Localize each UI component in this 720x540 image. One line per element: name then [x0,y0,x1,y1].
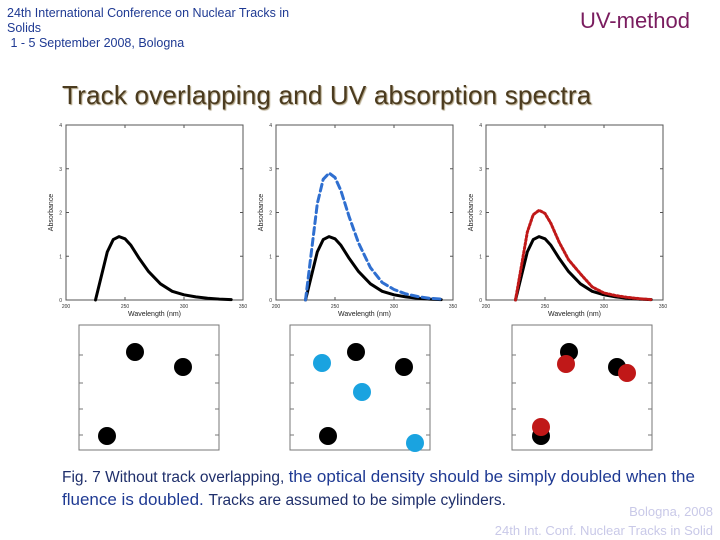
footer-line-1: Bologna, 2008 [629,504,713,519]
caption-part-3: Tracks are assumed to be simple cylinder… [208,492,506,509]
y-tick-label: 3 [479,167,482,173]
plot-frame [275,124,454,301]
y-tick-label: 2 [269,211,272,217]
track-dot-new [406,434,424,452]
plot-frame [485,124,664,301]
series-line-single [94,235,233,302]
absorption-plot: 0 1 2 3 4 200 250 300 350 Wavelength (nm) Absorban… [468,123,667,318]
conference-line: 24th International Conference on Nuclear… [7,6,290,20]
x-tick-label: 350 [239,304,248,310]
x-tick-label: 350 [449,304,458,310]
x-tick-label: 300 [600,304,609,310]
y-tick-label: 0 [59,298,62,304]
figure-caption: Fig. 7 Without track overlapping, the op… [62,466,702,512]
track-dot-new [353,383,371,401]
footer-line-2: 24th Int. Conf. Nuclear Tracks in Solid [494,523,713,538]
track-diagram-blue [289,324,431,452]
track-dot [395,358,413,376]
track-dot-new [557,355,575,373]
x-tick-label: 350 [659,304,668,310]
conference-line: 1 - 5 September 2008, Bologna [7,36,185,50]
caption-part-2: the optical density should be simply dou… [62,467,695,509]
plot-frame [65,124,244,301]
x-axis-label: Wavelength (nm) [548,311,601,318]
y-tick-label: 4 [59,123,62,129]
track-dot [98,427,116,445]
absorption-plot: 0 1 2 3 4 200 250 300 350 Wavelength (nm) Absorban… [258,123,457,318]
track-dot [347,343,365,361]
x-tick-label: 250 [331,304,340,310]
track-diagram-red [511,324,653,451]
y-tick-label: 3 [59,167,62,173]
y-tick-label: 3 [269,167,272,173]
series-line-single [304,235,443,302]
y-tick-label: 1 [59,254,62,260]
series-line-overlap [514,208,653,302]
x-tick-label: 250 [121,304,130,310]
x-tick-label: 300 [390,304,399,310]
y-tick-label: 0 [479,298,482,304]
x-tick-label: 300 [180,304,189,310]
y-tick-label: 2 [59,211,62,217]
y-tick-label: 4 [269,123,272,129]
track-dot-new [313,354,331,372]
method-title: UV-method [579,8,690,33]
y-tick-label: 1 [269,254,272,260]
slide-title: Track overlapping and UV absorption spec… [62,80,592,110]
absorption-plot: 0 1 2 3 4 200 250 300 350 Wavelength (nm) Absorban… [48,123,247,318]
x-tick-label: 200 [482,304,491,310]
track-box [511,324,653,451]
footer: Bologna, 2008 24th Int. Conf. Nuclear Tr… [495,502,713,540]
track-dot-new [532,418,550,436]
x-tick-label: 200 [272,304,281,310]
x-tick-label: 250 [541,304,550,310]
y-axis-label: Absorbance [258,194,265,231]
conference-line: Solids [7,21,42,35]
series-line-overlap [304,171,443,302]
track-dot-new [618,364,636,382]
y-tick-label: 4 [479,123,482,129]
x-axis-label: Wavelength (nm) [128,311,181,318]
x-tick-label: 200 [62,304,71,310]
y-axis-label: Absorbance [468,194,475,231]
y-tick-label: 0 [269,298,272,304]
y-axis-label: Absorbance [48,194,55,231]
track-dot [319,427,337,445]
conference-header: 24th International Conference on Nuclear… [7,6,289,51]
caption-part-1: Fig. 7 Without track overlapping, [62,469,289,486]
track-dot [174,358,192,376]
x-axis-label: Wavelength (nm) [338,311,391,318]
track-dot [126,343,144,361]
y-tick-label: 2 [479,211,482,217]
track-diagram-single [78,324,220,451]
y-tick-label: 1 [479,254,482,260]
